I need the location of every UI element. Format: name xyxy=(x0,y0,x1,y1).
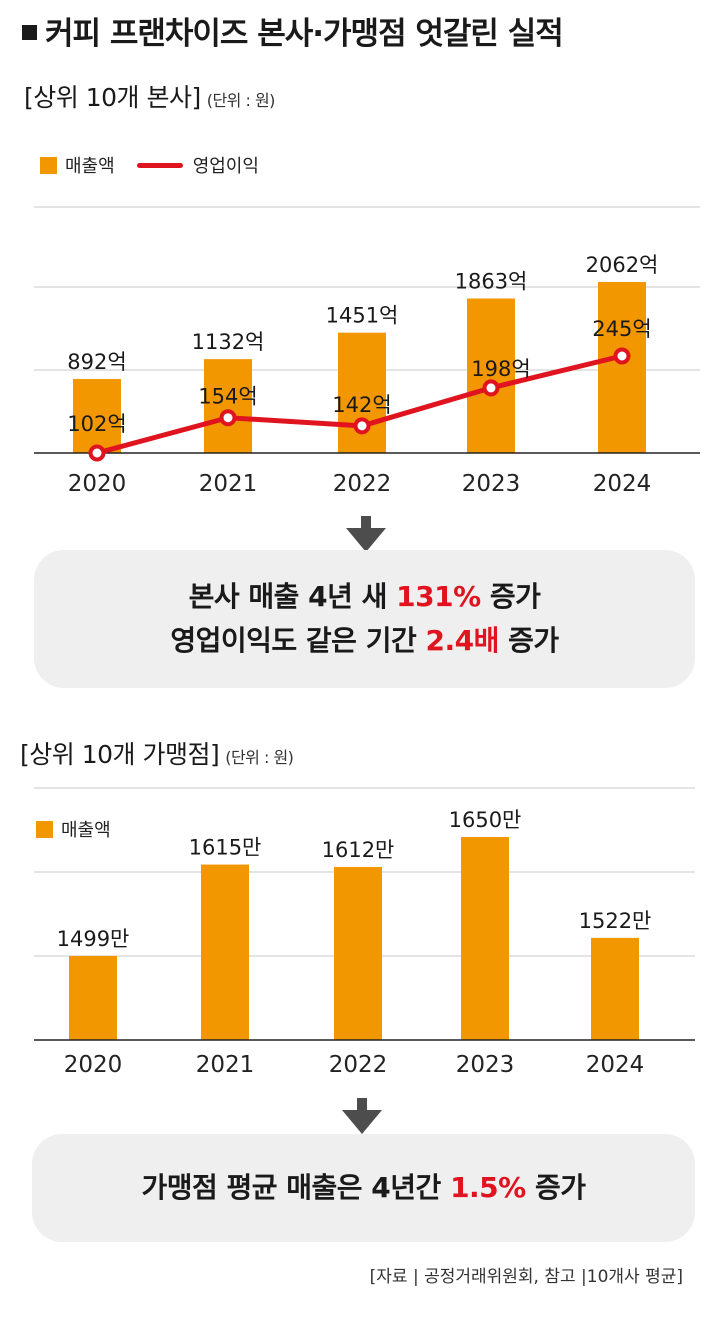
x-tick-label: 2021 xyxy=(199,471,258,497)
source-note: [자료 | 공정거래위원회, 참고 |10개사 평균] xyxy=(369,1267,683,1287)
bar-value-label: 2062억 xyxy=(586,253,659,277)
bar-2022 xyxy=(334,866,382,1040)
page-title: 커피 프랜차이즈 본사·가맹점 엇갈린 실적 xyxy=(22,8,564,53)
hq-title-text: [상위 10개 본사] xyxy=(24,83,201,112)
fr-summary-box: 가맹점 평균 매출은 4년간 1.5% 증가 xyxy=(32,1134,695,1242)
x-tick-label: 2023 xyxy=(456,1052,515,1078)
bar-2021 xyxy=(204,359,252,453)
bar-2020 xyxy=(73,379,121,453)
legend-bar-label: 매출액 xyxy=(65,156,115,177)
title-square-icon xyxy=(22,25,37,40)
profit-point xyxy=(613,347,631,365)
legend-bar-swatch xyxy=(36,820,53,838)
hq-section-title: [상위 10개 본사] (단위 : 원) xyxy=(24,78,275,114)
bar-value-label: 892억 xyxy=(67,350,126,374)
x-tick-label: 2021 xyxy=(196,1052,255,1078)
x-tick-label: 2024 xyxy=(593,471,652,497)
hq-legend: 매출액 영업이익 xyxy=(40,152,259,178)
x-tick-label: 2022 xyxy=(329,1052,388,1078)
profit-value-label: 102억 xyxy=(67,412,126,436)
bar-value-label: 1522만 xyxy=(579,909,652,933)
bar-2024 xyxy=(598,282,646,453)
down-arrow-icon xyxy=(346,516,386,552)
legend-line-label: 영업이익 xyxy=(192,156,259,177)
hq-chart: 892억 1132억 1451억 1863억 2062억 102억 154억 142억 198억… xyxy=(34,206,700,497)
legend-line-swatch xyxy=(136,162,183,168)
profit-point xyxy=(88,444,106,462)
fr-legend: 매출액 xyxy=(36,816,111,842)
fr-section-title: [상위 10개 가맹점] (단위 : 원) xyxy=(20,735,294,771)
x-tick-label: 2020 xyxy=(68,471,127,497)
hq-summary-line1: 본사 매출 4년 새 131% 증가 xyxy=(188,580,541,613)
profit-value-label: 198억 xyxy=(471,357,530,381)
bar-value-label: 1612만 xyxy=(322,838,395,862)
fr-summary-line: 가맹점 평균 매출은 4년간 1.5% 증가 xyxy=(141,1171,586,1204)
bar-2021 xyxy=(201,864,249,1040)
fr-chart: 1499만 1615만 1612만 1650만 1522만 2020 2021 2022 202… xyxy=(34,787,695,1078)
legend-bar-swatch xyxy=(40,156,57,174)
x-tick-label: 2024 xyxy=(586,1052,645,1078)
profit-point xyxy=(219,409,237,427)
down-arrow-icon xyxy=(342,1098,382,1134)
profit-value-label: 142억 xyxy=(332,393,391,417)
hq-summary-line2: 영업이익도 같은 기간 2.4배 증가 xyxy=(170,624,559,657)
hq-summary-box: 본사 매출 4년 새 131% 증가 영업이익도 같은 기간 2.4배 증가 xyxy=(34,550,695,688)
fr-title-text: [상위 10개 가맹점] xyxy=(20,740,220,769)
bar-value-label: 1650만 xyxy=(449,808,522,832)
profit-point xyxy=(482,379,500,397)
bar-value-label: 1615만 xyxy=(189,836,262,860)
hq-unit: (단위 : 원) xyxy=(206,91,276,110)
bar-value-label: 1863억 xyxy=(455,270,528,294)
bar-value-label: 1132억 xyxy=(192,330,265,354)
bar-2020 xyxy=(69,956,117,1040)
title-text: 커피 프랜차이즈 본사·가맹점 엇갈린 실적 xyxy=(45,16,564,52)
bar-value-label: 1499만 xyxy=(57,927,130,951)
bar-2023 xyxy=(461,837,509,1040)
bar-2024 xyxy=(591,937,639,1040)
profit-value-label: 154억 xyxy=(198,385,257,409)
x-tick-label: 2022 xyxy=(333,471,392,497)
x-tick-label: 2020 xyxy=(64,1052,123,1078)
bar-value-label: 1451억 xyxy=(326,304,399,328)
bar-2023 xyxy=(467,298,515,453)
profit-point xyxy=(353,417,371,435)
legend-bar-label: 매출액 xyxy=(61,820,111,841)
x-tick-label: 2023 xyxy=(462,471,521,497)
profit-value-label: 245억 xyxy=(592,317,651,341)
fr-unit: (단위 : 원) xyxy=(225,748,294,767)
